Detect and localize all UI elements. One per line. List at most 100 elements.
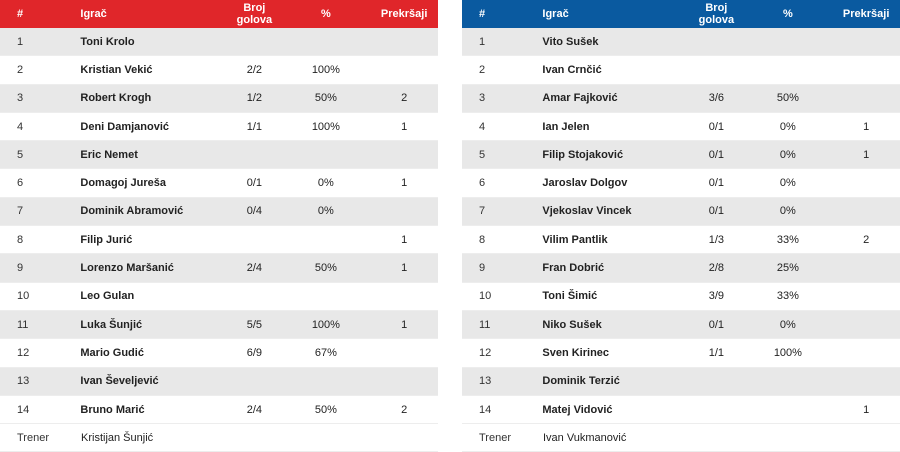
header-goals: Broj golova <box>698 2 735 26</box>
player-name: Vjekoslav Vincek <box>542 205 632 218</box>
table-body: 1 Vito Sušek 2 Ivan Crnčić 3 Amar Fajković 3/6… <box>462 28 900 425</box>
player-pct: 50% <box>314 262 337 275</box>
table-row: 9 Fran Dobrić 2/8 25% <box>462 254 900 283</box>
table-row: 14 Bruno Marić 2/4 50% 2 <box>0 396 438 425</box>
player-number: 9 <box>17 262 24 275</box>
player-pct: 50% <box>314 92 337 105</box>
player-pct: 0% <box>779 205 796 218</box>
player-name: Jaroslav Dolgov <box>542 177 628 190</box>
player-goals: 0/1 <box>708 177 724 190</box>
player-goals: 0/1 <box>708 148 724 161</box>
player-name: Dominik Abramović <box>80 205 184 218</box>
table-row: 3 Amar Fajković 3/6 50% <box>462 84 900 113</box>
player-name: Ian Jelen <box>542 120 590 133</box>
player-fouls: 1 <box>401 120 408 133</box>
player-goals: 1/3 <box>708 233 724 246</box>
header-num: # <box>479 8 486 20</box>
player-number: 14 <box>479 403 492 416</box>
header-pct: % <box>782 8 793 20</box>
player-name: Mario Gudić <box>80 346 144 359</box>
player-number: 12 <box>479 346 492 359</box>
coach-row: Trener Kristijan Šunjić <box>0 424 438 452</box>
player-pct: 0% <box>317 205 334 218</box>
player-number: 3 <box>17 92 24 105</box>
player-name: Dominik Terzić <box>542 375 620 388</box>
header-fouls: Prekršaji <box>380 8 428 20</box>
player-name: Toni Krolo <box>80 35 135 48</box>
player-name: Bruno Marić <box>80 403 145 416</box>
player-pct: 33% <box>776 290 799 303</box>
player-pct: 100% <box>773 346 802 359</box>
player-name: Filip Stojaković <box>542 148 624 161</box>
player-number: 11 <box>479 318 491 331</box>
player-number: 14 <box>17 403 30 416</box>
player-goals: 0/1 <box>708 120 724 133</box>
table-header: # Igrač Broj golova % Prekršaji <box>0 0 438 28</box>
player-number: 1 <box>479 35 486 48</box>
table-row: 3 Robert Krogh 1/2 50% 2 <box>0 84 438 113</box>
player-goals: 0/1 <box>246 177 262 190</box>
header-player: Igrač <box>80 8 107 20</box>
table-row: 7 Vjekoslav Vincek 0/1 0% <box>462 197 900 227</box>
table-row: 8 Filip Jurić 1 <box>0 226 438 255</box>
table-row: 2 Kristian Vekić 2/2 100% <box>0 56 438 85</box>
player-pct: 33% <box>776 233 799 246</box>
table-row: 14 Matej Vidović 1 <box>462 396 900 425</box>
player-name: Amar Fajković <box>542 92 618 105</box>
header-goals: Broj golova <box>236 2 273 26</box>
table-row: 11 Niko Sušek 0/1 0% <box>462 310 900 340</box>
player-name: Vilim Pantlik <box>542 233 608 246</box>
coach-name: Ivan Vukmanović <box>543 431 627 444</box>
player-goals: 2/8 <box>708 262 724 275</box>
player-number: 2 <box>17 63 24 76</box>
player-goals: 0/1 <box>708 205 724 218</box>
player-goals: 3/6 <box>708 92 724 105</box>
table-body: 1 Toni Krolo 2 Kristian Vekić 2/2 100% 3 Robert… <box>0 28 438 425</box>
player-name: Domagoj Jureša <box>80 177 166 190</box>
player-pct: 50% <box>776 92 799 105</box>
player-name: Ivan Ševeljević <box>80 375 159 388</box>
player-number: 5 <box>17 148 24 161</box>
player-name: Sven Kirinec <box>542 346 610 359</box>
player-pct: 100% <box>311 318 340 331</box>
player-number: 13 <box>17 375 30 388</box>
player-number: 11 <box>17 318 29 331</box>
table-row: 12 Mario Gudić 6/9 67% <box>0 339 438 368</box>
player-number: 10 <box>17 290 30 303</box>
player-number: 4 <box>17 120 24 133</box>
table-row: 1 Toni Krolo <box>0 28 438 57</box>
player-number: 5 <box>479 148 486 161</box>
coach-name: Kristijan Šunjić <box>81 431 154 444</box>
table-row: 9 Lorenzo Maršanić 2/4 50% 1 <box>0 254 438 283</box>
table-row: 1 Vito Sušek <box>462 28 900 57</box>
table-row: 6 Domagoj Jureša 0/1 0% 1 <box>0 169 438 198</box>
player-fouls: 1 <box>863 120 870 133</box>
table-row: 4 Ian Jelen 0/1 0% 1 <box>462 113 900 142</box>
coach-label: Trener <box>479 431 511 444</box>
player-pct: 0% <box>779 177 796 190</box>
table-row: 4 Deni Damjanović 1/1 100% 1 <box>0 113 438 142</box>
player-fouls: 2 <box>401 403 408 416</box>
player-number: 6 <box>479 177 486 190</box>
table-row: 5 Filip Stojaković 0/1 0% 1 <box>462 141 900 170</box>
player-number: 3 <box>479 92 486 105</box>
player-name: Eric Nemet <box>80 148 138 161</box>
player-number: 8 <box>479 233 486 246</box>
player-pct: 0% <box>779 120 796 133</box>
player-goals: 1/2 <box>246 92 262 105</box>
player-fouls: 1 <box>401 177 408 190</box>
player-goals: 0/1 <box>708 318 724 331</box>
home-team-table: # Igrač Broj golova % Prekršaji 1 Toni Kr… <box>0 0 438 452</box>
player-fouls: 2 <box>401 92 408 105</box>
player-number: 4 <box>479 120 486 133</box>
player-name: Robert Krogh <box>80 92 152 105</box>
player-pct: 0% <box>779 148 796 161</box>
table-row: 5 Eric Nemet <box>0 141 438 170</box>
player-fouls: 1 <box>401 318 408 331</box>
away-team-table: # Igrač Broj golova % Prekršaji 1 Vito Su… <box>462 0 900 452</box>
table-row: 13 Ivan Ševeljević <box>0 367 438 396</box>
table-header: # Igrač Broj golova % Prekršaji <box>462 0 900 28</box>
player-goals: 1/1 <box>246 120 262 133</box>
player-goals: 2/4 <box>246 262 262 275</box>
player-name: Fran Dobrić <box>542 262 605 275</box>
